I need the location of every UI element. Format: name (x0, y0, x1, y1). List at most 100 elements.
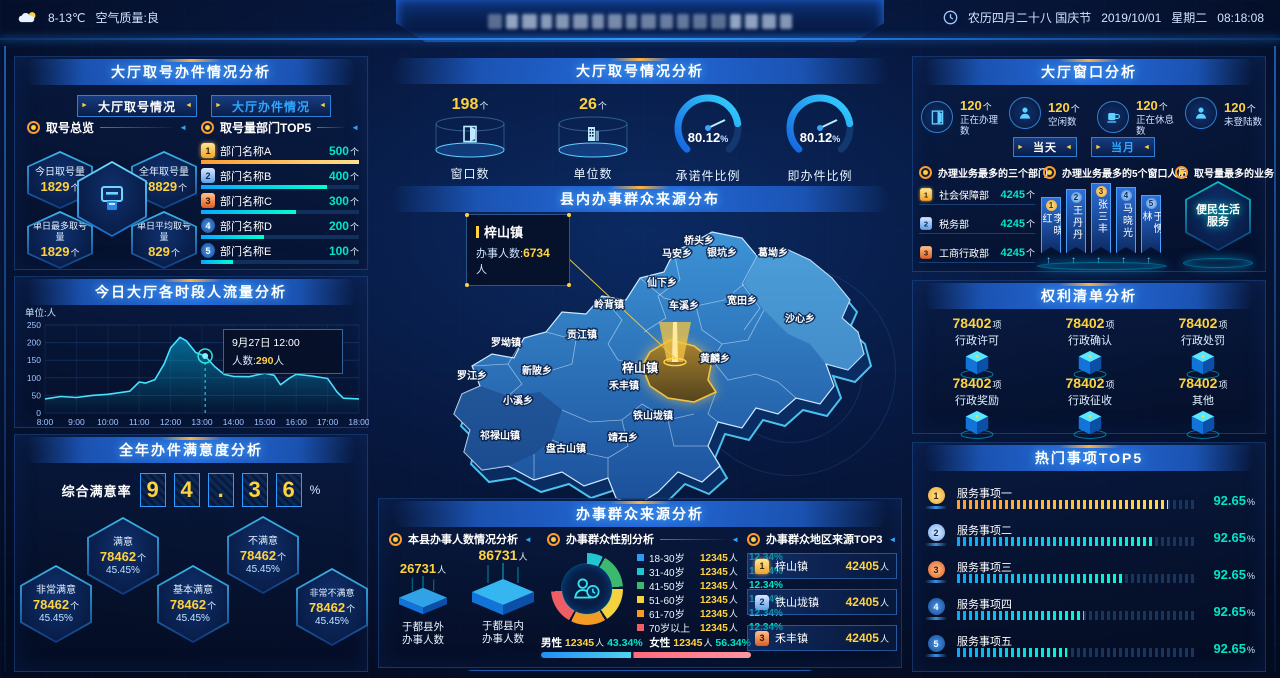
map-town-label[interactable]: 葛坳乡 (756, 245, 790, 261)
map-town-label[interactable]: 靖石乡 (607, 430, 640, 446)
dept-row: 5 部门名称E 100个 (201, 243, 359, 268)
dept-row: 1 部门名称A 500个 (201, 143, 359, 168)
svg-text:200: 200 (27, 338, 41, 348)
tab-month[interactable]: ► 当月 ◄ (1091, 137, 1155, 157)
map-town-label[interactable]: 梓山镇 (621, 359, 660, 377)
rights-item: 78402项 行政确认 (1038, 315, 1142, 384)
panel-hall-number: 大厅取号情况分析 198个 窗口数 26个 单位数 (378, 56, 902, 186)
hex-percent: 45.45% (315, 615, 349, 627)
subheader-title: 办事群众地区来源TOP3 (766, 534, 883, 546)
hex-value: 78462个 (308, 599, 356, 615)
item-percent: 92.65% (1213, 641, 1255, 656)
map-town-label[interactable]: 罗江乡 (456, 368, 489, 384)
medal-icon: 3 (920, 246, 932, 259)
staff-banner: 3 张三丰 (1091, 183, 1111, 253)
tab-label: 当月 (1111, 142, 1135, 154)
rights-item: 78402项 行政奖励 (925, 375, 1029, 444)
dept-bar (201, 185, 359, 189)
dept-row: 3 工商行政部 4245个 (919, 243, 1035, 263)
stat-idle: 120个 空闲数 (1009, 97, 1095, 129)
header-divider (0, 38, 1280, 40)
map-town-label[interactable]: 罗坳镇 (490, 335, 523, 351)
rights-item: 78402项 行政征收 (1038, 375, 1142, 444)
panel-header: 热门事项TOP5 (921, 445, 1257, 471)
stat-outside-county: 26731人 于都县外 办事人数 (385, 561, 461, 647)
female-label: 女性 (649, 637, 671, 649)
map-town-label[interactable]: 马安乡 (661, 246, 694, 262)
map-town-label[interactable]: 黄麟乡 (699, 351, 732, 367)
map-town-label[interactable]: 岭背镇 (593, 297, 626, 313)
hex-percent: 45.45% (39, 612, 73, 624)
map-town-label[interactable]: 沙心乡 (784, 311, 817, 327)
map-town-label[interactable]: 禾丰镇 (608, 378, 641, 394)
chart-tooltip: 9月27日 12:00 人数:290人 (223, 329, 343, 374)
subheader-title: 办理业务最多的三个部门 (938, 169, 1048, 180)
tab-today[interactable]: ► 当天 ◄ (1013, 137, 1077, 157)
map-town-label[interactable]: 宽田乡 (725, 293, 759, 309)
stat-processing: 120个 正在办理数 (921, 97, 1007, 137)
dept-row: 1 社会保障部 4245个 (919, 185, 1035, 205)
svg-text:100: 100 (27, 373, 41, 383)
panel-title: 办事群众来源分析 (576, 506, 704, 522)
region-name: 铁山垅镇 (775, 597, 819, 609)
map-town-label[interactable]: 铁山垅镇 (632, 408, 675, 424)
cube-icon (958, 409, 996, 439)
tooltip-town: 梓山镇 (476, 222, 560, 241)
map-town-label[interactable]: 新陂乡 (521, 363, 554, 379)
satisfaction-hex: 非常不满意 78462个 45.45% (296, 568, 368, 646)
dept-value: 300个 (328, 193, 359, 208)
map-town-label[interactable]: 银坑乡 (706, 245, 739, 261)
platform-icon (398, 576, 448, 615)
tab-hall-number[interactable]: ► 大厅取号情况 ◄ (77, 95, 197, 117)
dept-row: 3 部门名称C 300个 (201, 193, 359, 218)
map-town-label[interactable]: 小溪乡 (501, 393, 535, 409)
hex-label: 非常不满意 (309, 587, 355, 598)
medal-icon: 1 (201, 143, 215, 158)
main-title-censored (396, 0, 884, 42)
rights-item: 78402项 行政处罚 (1151, 315, 1255, 384)
hot-item-row: 4 服务事项四 92.65% (925, 596, 1255, 630)
map-town-label[interactable]: 桥头乡 (683, 233, 716, 249)
map-town-label[interactable]: 盘古山镇 (545, 441, 588, 457)
rate-digit: 4 (173, 473, 200, 507)
subheader-region-top3: 办事群众地区来源TOP3 ◄ (747, 531, 896, 547)
map-town-label[interactable]: 贡江镇 (566, 327, 599, 343)
svg-text:11:00: 11:00 (129, 417, 150, 427)
subheader-county-count: 本县办事人数情况分析 ◄ (389, 531, 539, 547)
stat-label: 单日最多取号量 (32, 221, 87, 242)
overall-rate: 综合满意率 9 4 . 3 6 % (15, 473, 367, 507)
svg-text:16:00: 16:00 (286, 417, 308, 427)
region-name: 梓山镇 (775, 561, 808, 573)
hot-item-row: 1 服务事项一 92.65% (925, 485, 1255, 519)
tab-label: 当天 (1033, 142, 1057, 154)
map-town-label[interactable]: 仙下乡 (646, 275, 679, 291)
map-town-label[interactable]: 祁禄山镇 (479, 428, 522, 444)
panel-title: 今日大厅各时段人流量分析 (95, 284, 287, 300)
hex-percent: 45.45% (176, 612, 210, 624)
item-percent: 92.65% (1213, 493, 1255, 508)
medal-icon: 3 (201, 193, 215, 208)
rate-label: 综合满意率 (61, 483, 132, 499)
tab-hall-cases[interactable]: ► 大厅办件情况 ◄ (211, 95, 331, 117)
hot-item-row: 2 服务事项二 92.65% (925, 522, 1255, 556)
panel-rights-list: 权利清单分析 78402项 行政许可 78402项 行政确认 78402项 行政… (912, 280, 1266, 434)
tab-label: 大厅取号情况 (97, 99, 176, 114)
hex-label: 满意 (113, 536, 133, 548)
subheader-top5: 取号量部门TOP5 ◄ (201, 119, 359, 136)
air-quality: 空气质量:良 (95, 11, 159, 25)
panel-header: 全年办件满意度分析 (23, 437, 359, 463)
people-icon (572, 574, 602, 604)
ticket-machine-icon (96, 183, 128, 215)
subheader-title: 取号量部门TOP5 (220, 121, 312, 135)
map-town-label[interactable]: 车溪乡 (668, 298, 701, 314)
county-map-section: 县内办事群众来源分布 (378, 186, 902, 500)
panel-visitor-source: 办事群众来源分析 本县办事人数情况分析 ◄ 办事群众性别分析 ◄ 办事群众地区来源T… (378, 498, 902, 668)
rank-icon: 4 (201, 218, 215, 233)
stat-value: 1829个 (40, 244, 80, 259)
stat-label: 于都县内 办事人数 (482, 620, 524, 645)
svg-text:15:00: 15:00 (254, 417, 276, 427)
stat-label: 今日取号量 (35, 166, 85, 178)
top-dept-list: 1 社会保障部 4245个 2 税务部 4245个 3 工商行政部 4245个 (919, 185, 1035, 272)
